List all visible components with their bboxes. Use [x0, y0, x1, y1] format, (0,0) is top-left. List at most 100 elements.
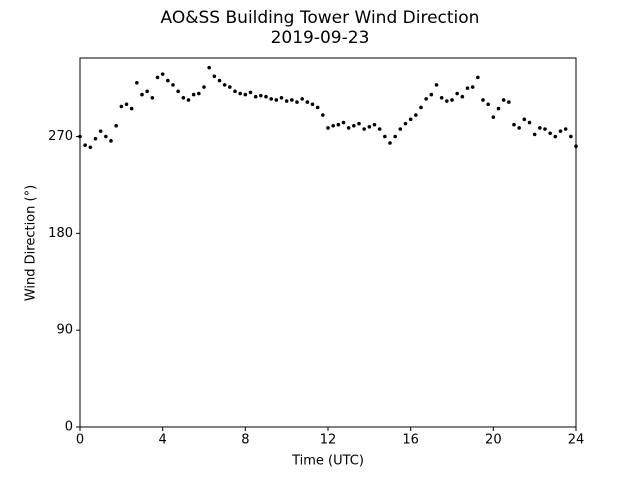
data-point	[362, 127, 366, 131]
data-point	[496, 106, 501, 111]
data-point	[321, 113, 325, 117]
data-point	[419, 105, 423, 110]
data-point	[315, 105, 320, 110]
x-axis-label: Time (UTC)	[291, 454, 364, 469]
data-point	[145, 89, 149, 94]
data-point	[171, 83, 175, 87]
plot-frame	[79, 57, 577, 428]
data-point	[465, 86, 470, 90]
data-point	[295, 100, 299, 104]
data-point	[93, 136, 98, 141]
data-point	[414, 113, 418, 117]
data-point	[155, 75, 160, 80]
data-point	[372, 122, 377, 127]
data-point	[310, 102, 315, 107]
data-point	[305, 100, 310, 104]
data-point	[434, 83, 439, 87]
data-point	[352, 123, 356, 128]
data-point	[398, 127, 403, 131]
data-point	[124, 102, 129, 107]
chart-title: AO&SS Building Tower Wind Direction	[161, 8, 480, 28]
data-point	[140, 92, 144, 97]
data-point	[160, 72, 165, 76]
data-point	[470, 85, 475, 89]
data-point	[388, 141, 392, 145]
x-tick-label: 20	[485, 433, 502, 448]
data-point	[455, 91, 459, 96]
data-point	[253, 94, 258, 99]
data-point	[290, 98, 294, 102]
data-point	[346, 126, 351, 130]
data-point	[548, 131, 552, 136]
data-point	[439, 96, 444, 100]
data-point	[78, 134, 82, 139]
data-point	[135, 80, 139, 85]
x-tick-label: 24	[568, 433, 585, 448]
data-point	[476, 75, 480, 80]
data-point	[367, 125, 372, 129]
x-tick-label: 16	[402, 433, 419, 448]
data-point	[481, 98, 485, 102]
data-point	[238, 91, 242, 96]
data-point	[129, 106, 134, 111]
data-point	[522, 117, 527, 122]
y-tick-label: 90	[56, 323, 73, 338]
x-tick-label: 4	[159, 433, 167, 448]
data-point	[450, 98, 454, 102]
data-point	[202, 85, 206, 89]
data-point	[563, 127, 568, 131]
data-point	[527, 120, 532, 125]
data-point	[569, 134, 573, 139]
data-point	[259, 93, 263, 98]
data-point	[383, 134, 387, 139]
data-point	[543, 127, 547, 131]
x-tick-label: 8	[241, 433, 249, 448]
data-point	[403, 121, 408, 126]
data-point	[207, 65, 211, 70]
data-point	[114, 123, 118, 128]
data-point	[501, 98, 506, 102]
data-point	[248, 90, 253, 95]
data-point	[243, 92, 248, 97]
data-point	[109, 139, 113, 143]
data-point	[331, 123, 335, 128]
data-point	[507, 100, 511, 104]
data-point	[357, 121, 361, 126]
data-point	[532, 132, 537, 137]
data-point	[197, 91, 201, 96]
data-point	[341, 120, 346, 125]
data-point	[424, 97, 428, 101]
data-point	[538, 126, 542, 130]
data-point	[228, 85, 232, 89]
data-point	[269, 97, 273, 101]
x-tick-label: 0	[76, 433, 84, 448]
x-tick-label: 12	[320, 433, 337, 448]
data-point	[186, 98, 191, 102]
data-point	[88, 145, 93, 150]
y-tick-label: 0	[65, 420, 73, 435]
data-point	[274, 98, 279, 102]
data-point	[176, 89, 180, 94]
data-point	[486, 102, 490, 107]
data-point	[233, 89, 237, 94]
data-point	[300, 97, 304, 101]
data-point	[408, 117, 413, 122]
data-point	[104, 134, 108, 139]
y-tick-label: 180	[48, 226, 73, 241]
data-point	[517, 126, 521, 130]
y-tick-label: 270	[48, 129, 73, 144]
data-point	[336, 122, 341, 127]
chart-subtitle: 2019-09-23	[271, 28, 370, 48]
data-point	[264, 94, 268, 99]
data-point	[284, 99, 289, 103]
data-point	[460, 94, 465, 99]
data-point	[491, 115, 496, 119]
data-point	[217, 78, 222, 83]
data-point	[279, 96, 284, 100]
data-point	[83, 143, 87, 147]
data-point	[222, 83, 227, 87]
data-point	[212, 74, 217, 79]
data-point	[377, 127, 382, 131]
data-point	[393, 134, 397, 139]
